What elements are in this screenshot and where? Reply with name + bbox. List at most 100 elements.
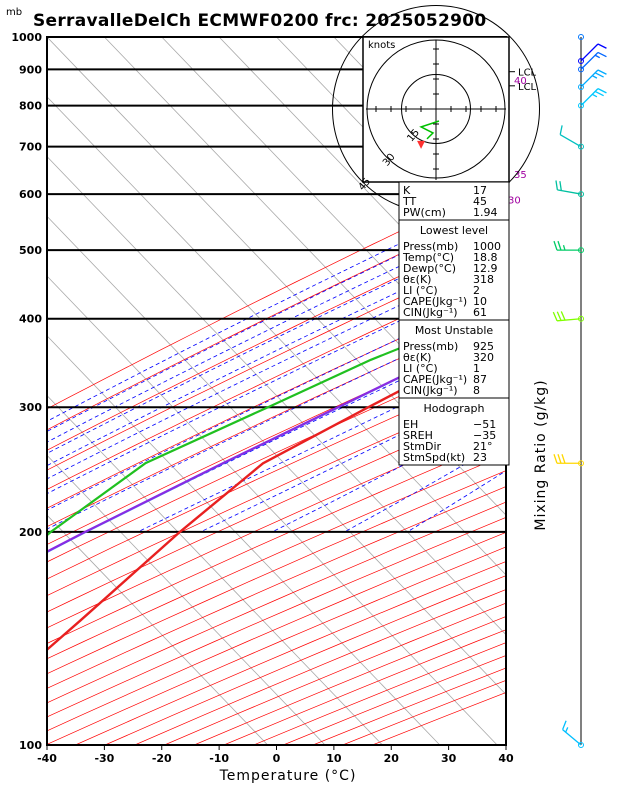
- wind-barb-feather: [555, 180, 559, 190]
- dry-adiabat-line: [47, 517, 506, 718]
- lcl-label: LCL: [518, 82, 537, 93]
- pressure-tick: 600: [19, 188, 42, 201]
- isotherm-line: [47, 454, 326, 745]
- wind-barb-column: [552, 34, 607, 748]
- dry-adiabat-line: [47, 420, 506, 629]
- index-label: Press(mb): [403, 340, 458, 353]
- index-label: LI (°C): [403, 362, 438, 375]
- hodograph-trace: [419, 120, 440, 140]
- dry-adiabat-line: [47, 247, 506, 471]
- isotherm-line: [47, 514, 268, 745]
- wind-barb-feather: [557, 240, 562, 251]
- index-value: 320: [473, 351, 494, 364]
- index-value: 21°: [473, 440, 493, 453]
- wind-barb-staff: [562, 729, 582, 746]
- wind-barb-station: [578, 742, 584, 748]
- pressure-unit: mb: [6, 7, 22, 18]
- index-value: 1.94: [473, 206, 498, 219]
- dry-adiabat-line: [47, 348, 506, 563]
- pressure-tick: 200: [19, 526, 42, 539]
- background-lines: [47, 37, 506, 745]
- storm-motion-marker: [417, 140, 426, 149]
- isotherm-line: [505, 37, 506, 38]
- isotherm-line: [47, 37, 506, 516]
- index-label: CAPE(Jkg⁻¹): [403, 373, 467, 386]
- wind-barb-feather: [553, 454, 558, 464]
- pressure-tick: 800: [19, 100, 42, 113]
- index-value: 45: [473, 195, 487, 208]
- pressure-tick: 1000: [11, 31, 42, 44]
- moist-adiabat-line: [47, 270, 506, 495]
- isotherm-line: [47, 96, 506, 576]
- wind-barb-feather: [594, 90, 604, 97]
- dry-adiabat-line: [47, 203, 506, 431]
- index-label: SREH: [403, 429, 433, 442]
- wind-barb-staff: [559, 134, 582, 148]
- moist-adiabat-line: [47, 254, 506, 480]
- index-label: K: [403, 184, 411, 197]
- dry-adiabat-line: [47, 269, 506, 490]
- temperature-tick: 40: [498, 752, 514, 765]
- index-label: CIN(Jkg⁻¹): [403, 306, 458, 319]
- wind-barb-half-feather: [565, 727, 569, 733]
- index-value: 925: [473, 340, 494, 353]
- dry-adiabat-line: [47, 501, 506, 704]
- index-value: −51: [473, 418, 496, 431]
- index-value: 1000: [473, 240, 501, 253]
- wind-barb-station: [578, 83, 584, 90]
- index-value: 87: [473, 373, 487, 386]
- wind-barb-feather: [597, 51, 607, 58]
- index-label: TT: [402, 195, 417, 208]
- theta-e-label: 30: [508, 195, 521, 206]
- index-value: 12.9: [473, 262, 498, 275]
- index-value: 1: [473, 362, 480, 375]
- wind-barb-station: [578, 57, 584, 64]
- index-value: 61: [473, 306, 487, 319]
- x-axis-label: Temperature (°C): [219, 768, 357, 784]
- dry-adiabat-line: [47, 309, 506, 528]
- index-label: StmSpd(kt): [403, 451, 465, 464]
- dry-adiabat-line: [47, 486, 506, 689]
- wind-barb-station: [578, 34, 584, 40]
- index-label: θε(K): [403, 351, 431, 364]
- index-value: 18.8: [473, 251, 498, 264]
- pressure-tick: 100: [19, 739, 42, 752]
- moist-adiabat-line: [47, 287, 506, 511]
- dewpoint-line: [47, 288, 506, 537]
- temperature-tick: -40: [37, 752, 57, 765]
- temperature-tick: 30: [441, 752, 457, 765]
- most-unstable-header: Most Unstable: [415, 324, 494, 337]
- temperature-tick: 0: [273, 752, 281, 765]
- isotherm-line: [47, 395, 383, 745]
- dry-adiabat-line: [47, 385, 506, 597]
- temperature-tick: 10: [326, 752, 342, 765]
- index-label: EH: [403, 418, 418, 431]
- moist-adiabat-line: [47, 307, 506, 530]
- wind-barb-feather: [560, 311, 566, 321]
- lowest-level-header: Lowest level: [420, 224, 488, 237]
- dry-adiabat-line: [47, 470, 506, 675]
- wind-barb-feather: [557, 454, 562, 464]
- parcel-line: [47, 323, 506, 553]
- dry-adiabat-line: [47, 454, 506, 660]
- isotherm-line: [218, 37, 506, 337]
- wind-barb-station: [578, 66, 584, 73]
- isotherm-line: [47, 155, 506, 636]
- index-value: 318: [473, 273, 494, 286]
- pressure-tick: 900: [19, 63, 42, 76]
- lcl-label: LCL: [518, 68, 537, 79]
- pressure-tick: 400: [19, 313, 42, 326]
- temperature-line: [47, 333, 506, 652]
- dry-adiabat-line: [47, 329, 506, 545]
- theta-e-label: 40: [514, 76, 527, 87]
- index-label: LI (°C): [403, 284, 438, 297]
- panel-background: [399, 182, 509, 465]
- index-value: 8: [473, 384, 480, 397]
- dry-adiabat-line: [47, 437, 506, 644]
- isotherm-line: [47, 335, 441, 745]
- chart-title: SerravalleDelCh ECMWF0200 frc: 202505290…: [33, 11, 486, 31]
- dry-adiabat-line: [47, 531, 506, 732]
- dry-adiabat-line: [47, 289, 506, 509]
